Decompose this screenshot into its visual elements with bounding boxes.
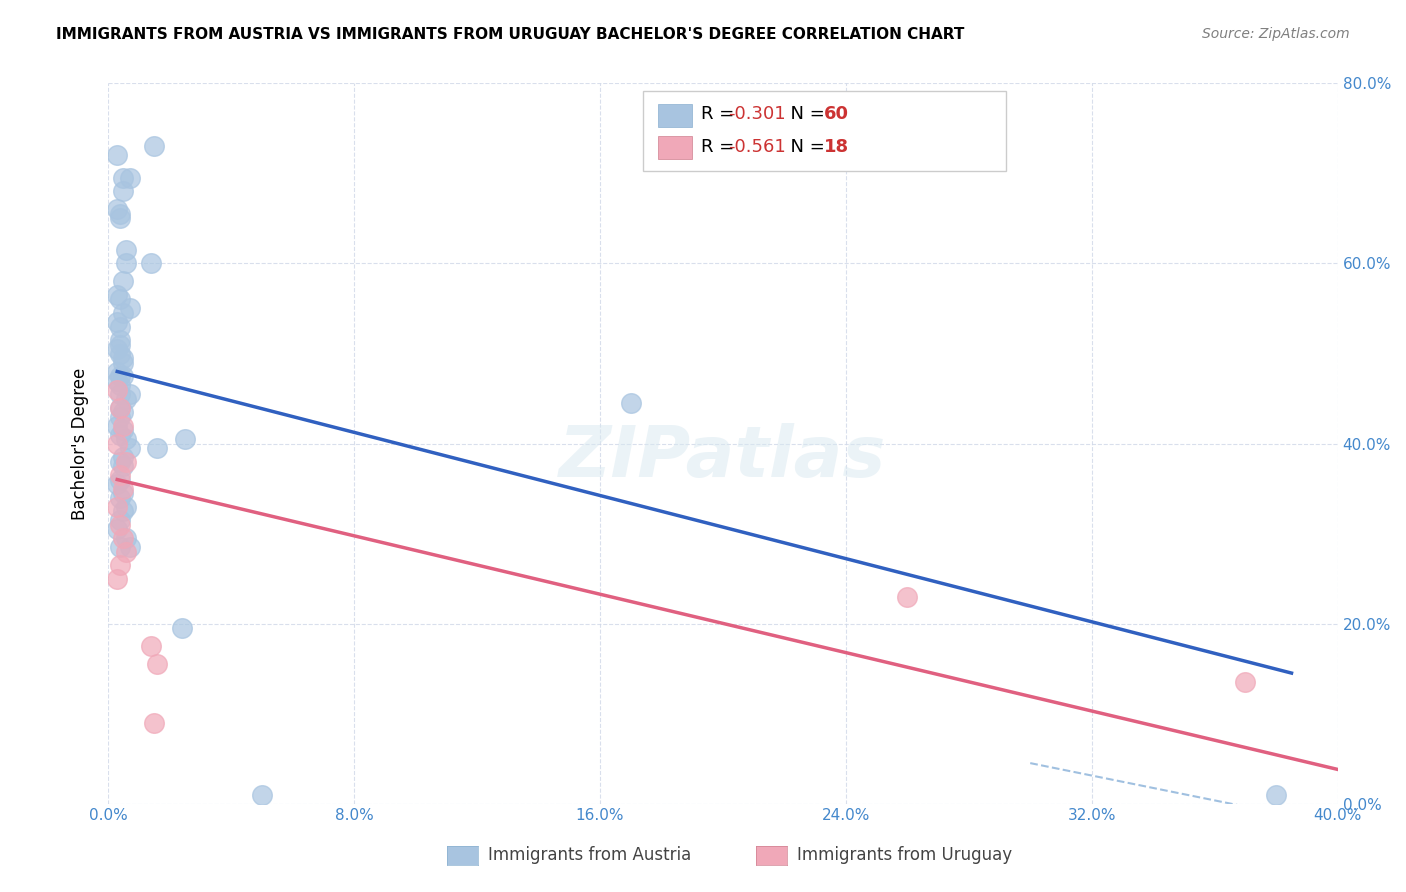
Point xyxy=(115,432,138,446)
Point xyxy=(112,486,135,500)
Point xyxy=(112,418,135,433)
Point xyxy=(115,392,138,406)
Point xyxy=(105,202,128,217)
FancyBboxPatch shape xyxy=(658,136,692,159)
Point xyxy=(112,405,135,419)
Point xyxy=(143,715,166,730)
Point xyxy=(110,409,132,424)
Point xyxy=(110,468,132,483)
Point xyxy=(110,401,132,415)
Point xyxy=(118,301,141,316)
Text: IMMIGRANTS FROM AUSTRIA VS IMMIGRANTS FROM URUGUAY BACHELOR'S DEGREE CORRELATION: IMMIGRANTS FROM AUSTRIA VS IMMIGRANTS FR… xyxy=(56,27,965,42)
Point xyxy=(146,657,169,671)
Point xyxy=(110,293,132,307)
Point xyxy=(112,171,135,186)
Point xyxy=(105,315,128,329)
Point xyxy=(105,522,128,536)
Point xyxy=(112,450,135,464)
Point xyxy=(112,423,135,437)
Point xyxy=(115,544,138,558)
Point xyxy=(110,211,132,226)
Point xyxy=(110,346,132,360)
Point xyxy=(105,418,128,433)
Point xyxy=(105,500,128,514)
Point xyxy=(105,364,128,378)
Point xyxy=(139,256,162,270)
Point xyxy=(110,401,132,415)
Point xyxy=(115,454,138,468)
Point xyxy=(110,558,132,572)
Point xyxy=(105,148,128,162)
Point xyxy=(118,387,141,401)
Point xyxy=(118,540,141,554)
Point xyxy=(105,436,128,450)
Text: 18: 18 xyxy=(824,138,849,156)
Text: ZIPatlas: ZIPatlas xyxy=(560,424,887,492)
Point xyxy=(110,333,132,347)
Point xyxy=(115,500,138,514)
Point xyxy=(170,621,193,635)
Point xyxy=(143,139,166,153)
Point xyxy=(112,369,135,384)
Point xyxy=(110,207,132,221)
Point xyxy=(110,540,132,554)
Point xyxy=(110,454,132,468)
Point xyxy=(105,288,128,302)
Y-axis label: Bachelor's Degree: Bachelor's Degree xyxy=(72,368,89,520)
Text: -0.561: -0.561 xyxy=(728,138,786,156)
Point xyxy=(110,369,132,384)
Point xyxy=(110,491,132,505)
Point xyxy=(112,275,135,289)
Point xyxy=(110,337,132,351)
Text: -0.301: -0.301 xyxy=(728,105,786,123)
Point xyxy=(112,351,135,365)
Text: N =: N = xyxy=(779,105,831,123)
Text: R =: R = xyxy=(700,138,740,156)
Point xyxy=(110,427,132,442)
Point xyxy=(105,342,128,356)
Point xyxy=(105,477,128,491)
Point xyxy=(112,482,135,496)
Point xyxy=(105,572,128,586)
Point xyxy=(1234,675,1257,690)
Point xyxy=(105,383,128,397)
Point xyxy=(110,378,132,392)
Point xyxy=(105,374,128,388)
Text: Immigrants from Uruguay: Immigrants from Uruguay xyxy=(797,847,1012,864)
Point xyxy=(139,639,162,653)
Text: Immigrants from Austria: Immigrants from Austria xyxy=(488,847,692,864)
Point xyxy=(115,243,138,257)
FancyBboxPatch shape xyxy=(643,91,1005,171)
Point xyxy=(173,432,195,446)
Point xyxy=(112,355,135,369)
Text: 60: 60 xyxy=(824,105,849,123)
Point xyxy=(146,441,169,455)
Point xyxy=(110,473,132,487)
Text: R =: R = xyxy=(700,105,740,123)
Point xyxy=(112,306,135,320)
Point xyxy=(110,513,132,527)
Point xyxy=(250,788,273,802)
Point xyxy=(115,531,138,545)
Point xyxy=(112,504,135,518)
Text: Source: ZipAtlas.com: Source: ZipAtlas.com xyxy=(1202,27,1350,41)
Point xyxy=(112,458,135,473)
Point xyxy=(110,387,132,401)
Point xyxy=(110,517,132,532)
Point xyxy=(619,396,641,410)
Point xyxy=(110,319,132,334)
Point xyxy=(1265,788,1288,802)
Point xyxy=(112,185,135,199)
FancyBboxPatch shape xyxy=(658,103,692,127)
Point xyxy=(896,590,918,604)
Point xyxy=(112,531,135,545)
Point xyxy=(118,441,141,455)
Point xyxy=(115,256,138,270)
Point xyxy=(118,171,141,186)
Text: N =: N = xyxy=(779,138,831,156)
